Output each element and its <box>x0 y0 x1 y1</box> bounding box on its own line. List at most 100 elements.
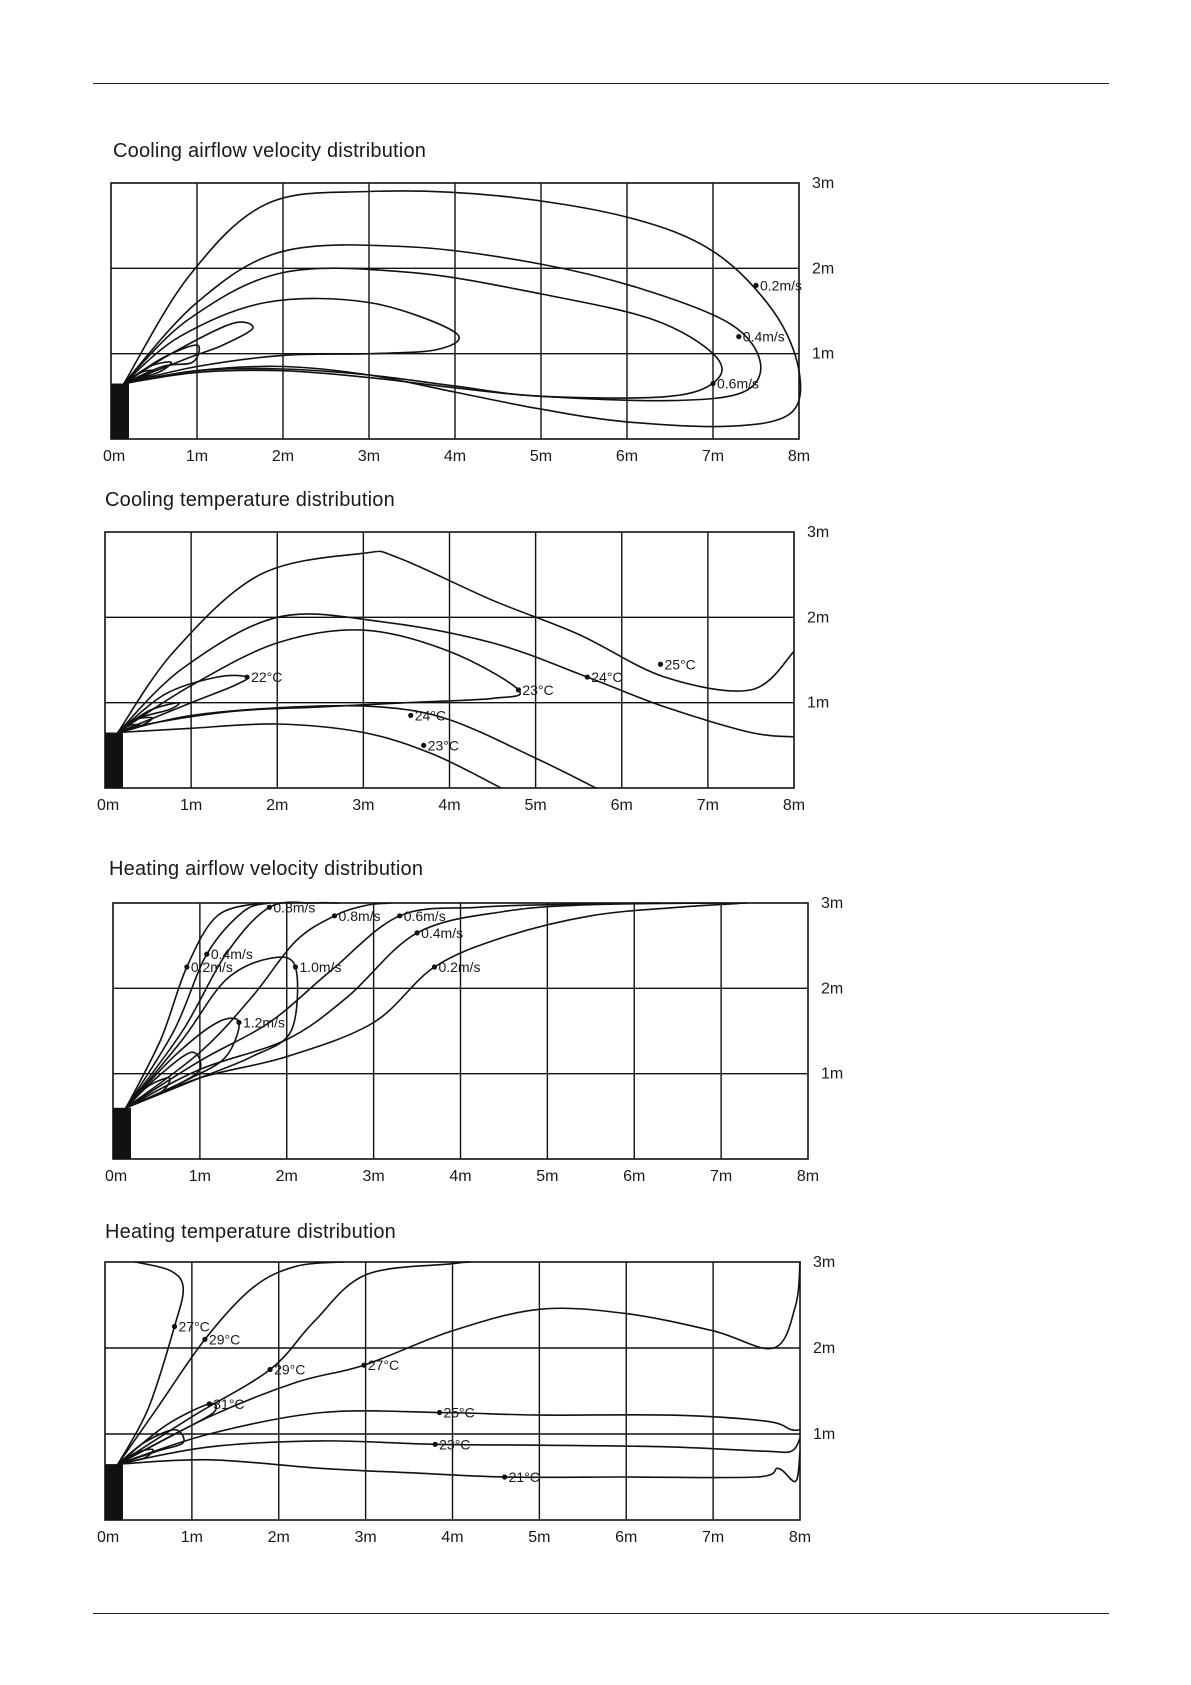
x-tick-label: 6m <box>615 1529 637 1546</box>
footer-rule <box>93 1613 1109 1614</box>
contour-marker <box>432 1441 438 1447</box>
x-tick-label: 3m <box>363 1168 385 1185</box>
contour-label: 0.4m/s <box>743 329 785 345</box>
contour-line <box>117 1261 801 1465</box>
x-tick-label: 4m <box>449 1168 471 1185</box>
contour-line <box>123 297 460 385</box>
contour-marker <box>204 951 210 957</box>
chart-title-cooling-temperature: Cooling temperature distribution <box>105 489 395 511</box>
contour-marker <box>421 742 427 748</box>
contour-label: 23°C <box>522 682 553 698</box>
x-tick-label: 1m <box>189 1168 211 1185</box>
contour-line <box>125 1051 202 1109</box>
y-tick-label: 3m <box>813 1254 835 1271</box>
contour-label: 0.6m/s <box>717 376 759 392</box>
contour-line <box>117 1450 801 1483</box>
contour-line <box>117 1448 154 1465</box>
contour-label: 24°C <box>415 707 446 723</box>
contour-line <box>125 902 662 1109</box>
y-tick-label: 1m <box>821 1066 843 1083</box>
x-tick-label: 3m <box>352 797 374 814</box>
contour-line <box>117 613 795 738</box>
contour-marker <box>657 661 664 667</box>
chart-title-cooling-velocity: Cooling airflow velocity distribution <box>113 140 427 162</box>
x-tick-label: 1m <box>181 1529 203 1546</box>
x-tick-label: 6m <box>623 1168 645 1185</box>
contour-label: 23°C <box>439 1436 470 1452</box>
contour-label: 0.8m/s <box>339 908 381 924</box>
x-tick-label: 7m <box>697 797 719 814</box>
contour-label: 31°C <box>213 1396 244 1412</box>
contour-line <box>117 704 597 789</box>
indoor-unit <box>113 1107 131 1159</box>
contour-marker <box>244 674 250 680</box>
contour-label: 29°C <box>274 1362 305 1378</box>
contour-label: 0.8m/s <box>273 899 315 915</box>
contour-marker <box>414 930 420 936</box>
chart-title-heating-velocity: Heating airflow velocity distribution <box>109 858 424 880</box>
contour-line <box>117 550 795 734</box>
contour-line <box>125 1076 171 1109</box>
contour-line <box>123 361 173 385</box>
x-tick-label: 0m <box>97 1529 119 1546</box>
contour-line <box>117 1437 801 1465</box>
contour-label: 25°C <box>665 656 696 672</box>
x-tick-label: 2m <box>276 1168 298 1185</box>
contour-label: 24°C <box>591 669 622 685</box>
contour-label: 0.6m/s <box>404 908 446 924</box>
x-tick-label: 0m <box>103 448 125 465</box>
x-tick-label: 0m <box>97 797 119 814</box>
indoor-unit <box>105 1464 123 1520</box>
contour-line <box>117 1261 185 1465</box>
contour-line <box>117 1261 345 1465</box>
contour-line <box>123 267 723 399</box>
y-tick-label: 2m <box>813 1340 835 1357</box>
x-tick-label: 8m <box>797 1168 819 1185</box>
contour-label: 27°C <box>179 1319 210 1335</box>
contour-label: 27°C <box>368 1357 399 1373</box>
contour-marker <box>408 712 414 719</box>
contour-marker <box>171 1323 178 1330</box>
y-tick-label: 1m <box>807 695 829 712</box>
contour-label: 0.4m/s <box>421 925 463 941</box>
x-tick-label: 8m <box>788 448 810 465</box>
y-tick-label: 3m <box>807 524 829 541</box>
contour-marker <box>710 380 716 387</box>
contour-label: 23°C <box>428 737 459 753</box>
x-tick-label: 2m <box>268 1529 290 1546</box>
y-tick-label: 1m <box>813 1426 835 1443</box>
x-tick-label: 0m <box>105 1168 127 1185</box>
plot-frame <box>104 1261 801 1521</box>
contour-line <box>117 1428 185 1465</box>
contour-label: 0.2m/s <box>191 959 233 975</box>
x-tick-label: 5m <box>530 448 552 465</box>
x-tick-label: 3m <box>358 448 380 465</box>
contour-label: 25°C <box>443 1405 474 1421</box>
contour-line <box>125 901 340 1109</box>
x-tick-label: 5m <box>528 1529 550 1546</box>
x-tick-label: 1m <box>180 797 202 814</box>
contour-label: 21°C <box>509 1469 540 1485</box>
chart-title-heating-temperature: Heating temperature distribution <box>105 1221 396 1243</box>
contour-line <box>125 902 271 1109</box>
contour-line <box>117 723 141 734</box>
contour-marker <box>397 913 403 919</box>
contour-label: 29°C <box>209 1331 240 1347</box>
x-tick-label: 8m <box>789 1529 811 1546</box>
contour-line <box>117 1410 801 1465</box>
contour-marker <box>502 1474 508 1480</box>
contour-marker <box>436 1409 443 1416</box>
x-tick-label: 8m <box>783 797 805 814</box>
contour-marker <box>736 334 742 340</box>
x-tick-label: 4m <box>441 1529 463 1546</box>
x-tick-label: 4m <box>438 797 460 814</box>
x-tick-label: 5m <box>536 1168 558 1185</box>
header-rule <box>93 83 1109 84</box>
contour-label: 22°C <box>251 669 282 685</box>
x-tick-label: 6m <box>611 797 633 814</box>
y-tick-label: 2m <box>807 609 829 626</box>
contour-marker <box>515 687 522 693</box>
x-tick-label: 2m <box>272 448 294 465</box>
indoor-unit <box>105 732 123 788</box>
